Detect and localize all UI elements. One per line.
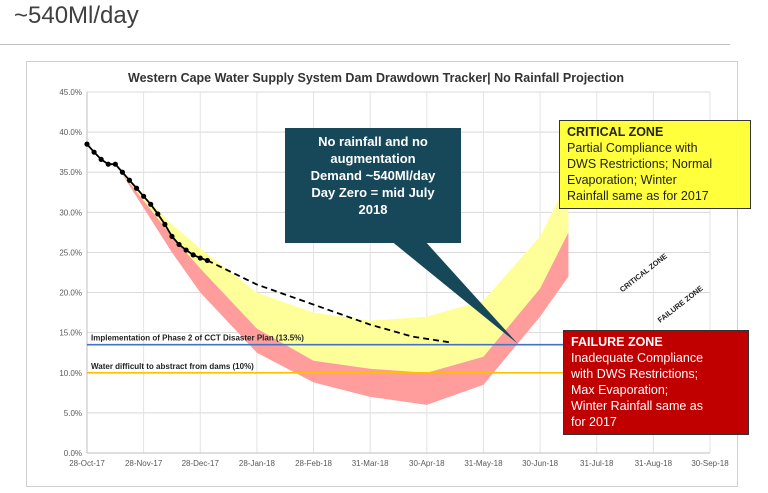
observed-data-point xyxy=(197,255,203,261)
projection-series-line xyxy=(206,259,450,344)
x-tick-label: 30-Sep-18 xyxy=(691,459,729,468)
reference-line-label: Water difficult to abstract from dams (1… xyxy=(91,362,254,371)
reference-line-label: Implementation of Phase 2 of CCT Disaste… xyxy=(91,334,304,343)
callout-line: 2018 xyxy=(358,202,388,217)
y-tick-label: 30.0% xyxy=(59,208,82,217)
x-tick-label: 31-May-18 xyxy=(464,459,503,468)
x-tick-label: 28-Dec-17 xyxy=(182,459,220,468)
critical-zone-line: Partial Compliance with xyxy=(567,141,698,155)
observed-data-point xyxy=(98,156,104,162)
y-tick-label: 45.0% xyxy=(59,88,82,97)
observed-data-point xyxy=(126,177,133,183)
failure-zone-box: FAILURE ZONE Inadequate Compliance with … xyxy=(563,330,749,435)
critical-zone-line: Evaporation; Winter xyxy=(567,173,677,187)
failure-zone-line: for 2017 xyxy=(571,415,617,429)
x-tick-label: 30-Apr-18 xyxy=(409,459,445,468)
observed-data-point xyxy=(112,161,118,167)
day-zero-callout: No rainfall and no augmentation Demand ~… xyxy=(285,128,461,243)
callout-line: No rainfall and no xyxy=(318,134,428,149)
y-tick-label: 20.0% xyxy=(59,289,82,298)
x-tick-label: 30-Jun-18 xyxy=(522,459,559,468)
critical-zone-heading: CRITICAL ZONE xyxy=(567,125,664,139)
failure-zone-heading: FAILURE ZONE xyxy=(571,335,663,349)
observed-data-point xyxy=(190,252,196,258)
observed-data-point xyxy=(169,233,175,239)
y-tick-label: 25.0% xyxy=(59,248,82,257)
x-tick-label: 31-Mar-18 xyxy=(352,459,389,468)
x-tick-label: 28-Nov-17 xyxy=(125,459,163,468)
y-tick-label: 5.0% xyxy=(64,409,82,418)
x-tick-label: 28-Oct-17 xyxy=(69,459,105,468)
y-tick-label: 15.0% xyxy=(59,329,82,338)
failure-zone-line: Inadequate Compliance xyxy=(571,351,704,365)
x-tick-label: 31-Jul-18 xyxy=(580,459,614,468)
callout-line: augmentation xyxy=(330,151,416,166)
y-tick-label: 35.0% xyxy=(59,168,82,177)
failure-zone-band xyxy=(120,172,569,405)
slide-title: ~540Ml/day xyxy=(14,2,139,29)
critical-zone-box: CRITICAL ZONE Partial Compliance with DW… xyxy=(559,120,751,209)
critical-zone-line: Rainfall same as for 2017 xyxy=(567,189,709,203)
observed-data-point xyxy=(148,201,154,207)
observed-data-point xyxy=(162,221,168,227)
chart-title: Western Cape Water Supply System Dam Dra… xyxy=(128,71,624,85)
observed-data-point xyxy=(119,169,125,175)
x-tick-label: 28-Jan-18 xyxy=(239,459,276,468)
y-tick-label: 0.0% xyxy=(64,449,82,458)
observed-data-point xyxy=(133,185,140,191)
x-tick-label: 31-Aug-18 xyxy=(635,459,673,468)
failure-zone-line: Winter Rainfall same as xyxy=(571,399,703,413)
observed-data-point xyxy=(84,141,90,147)
x-tick-label: 28-Feb-18 xyxy=(295,459,332,468)
y-tick-label: 10.0% xyxy=(59,369,82,378)
failure-zone-line: with DWS Restrictions; xyxy=(571,367,699,381)
critical-zone-band xyxy=(120,172,569,373)
callout-line: Day Zero = mid July xyxy=(311,185,435,200)
observed-data-point xyxy=(141,193,147,199)
observed-data-point xyxy=(91,149,97,155)
title-divider xyxy=(0,44,730,45)
callout-pointer xyxy=(390,240,518,344)
callout-line: Demand ~540Ml/day xyxy=(310,168,436,183)
observed-data-point xyxy=(183,247,189,253)
observed-data-point xyxy=(176,241,182,248)
critical-zone-line: DWS Restrictions; Normal xyxy=(567,157,713,171)
critical-zone-curve-label: CRITICAL ZONE xyxy=(618,251,669,294)
failure-zone-curve-label: FAILURE ZONE xyxy=(656,284,705,325)
failure-zone-line: Max Evaporation; xyxy=(571,383,669,397)
y-tick-label: 40.0% xyxy=(59,128,82,137)
observed-data-point xyxy=(105,161,111,167)
observed-data-point xyxy=(155,211,161,217)
